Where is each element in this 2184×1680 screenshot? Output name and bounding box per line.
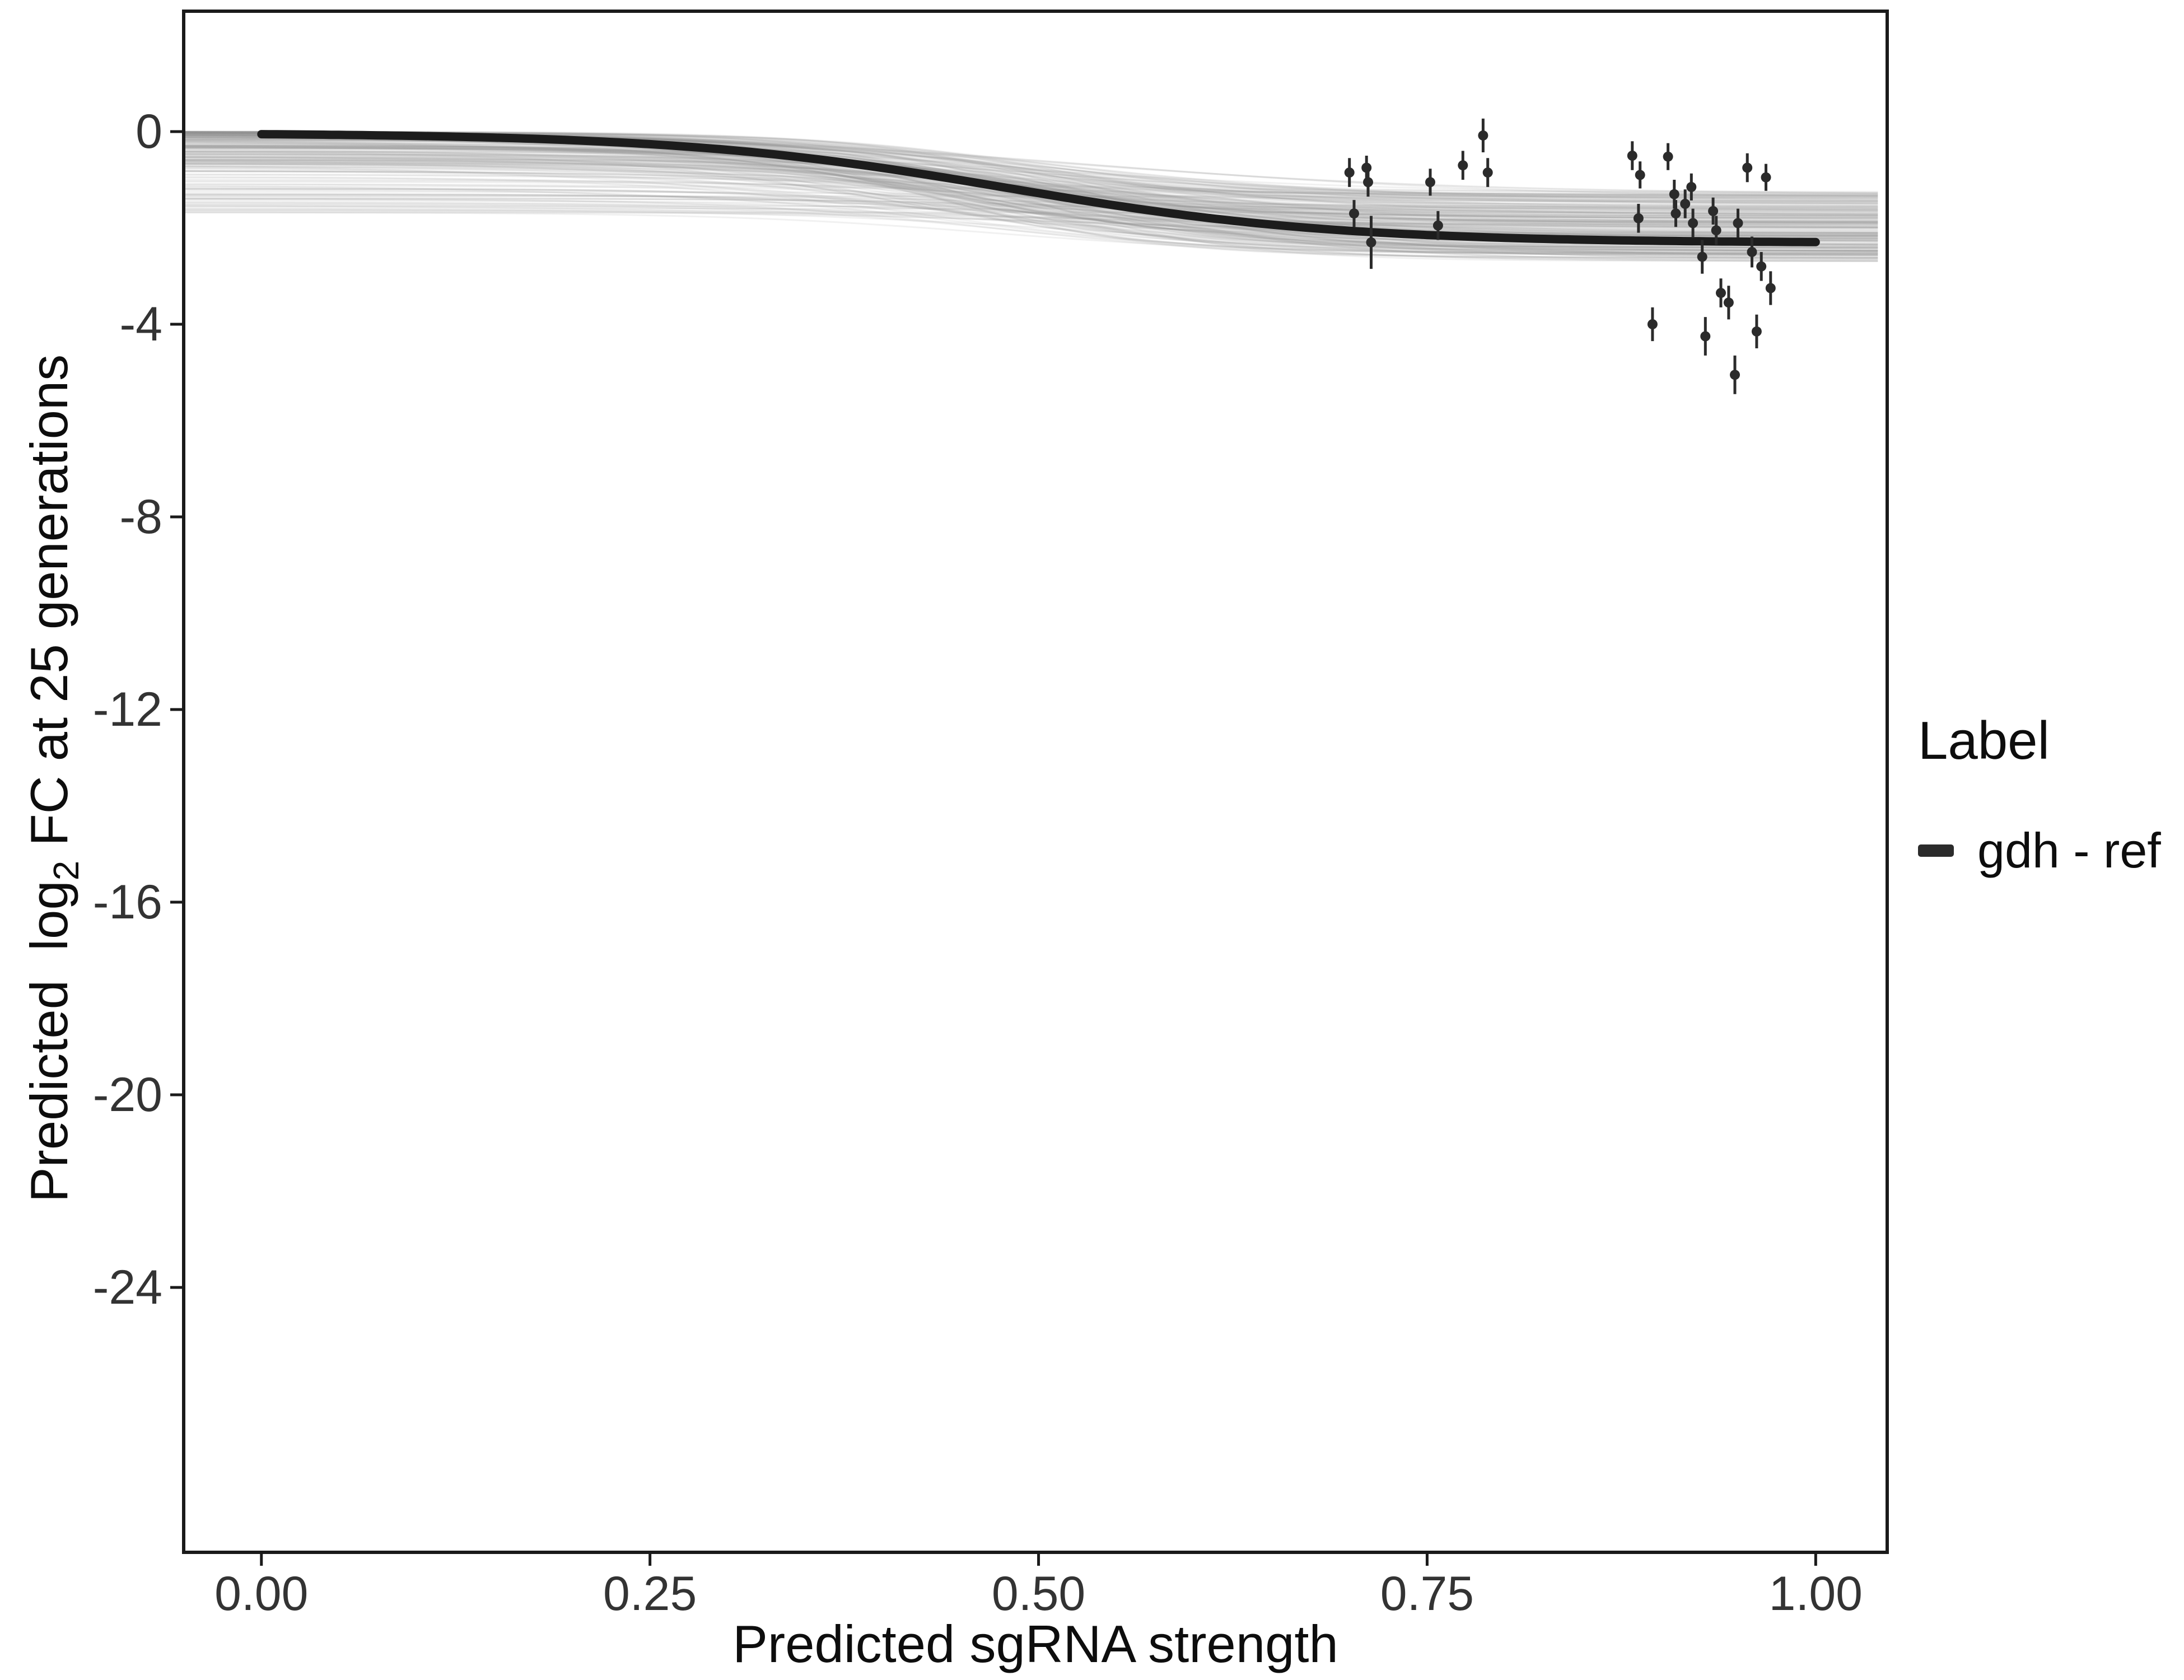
data-point — [1688, 218, 1698, 228]
y-tick-label: -16 — [92, 875, 162, 929]
data-point — [1349, 208, 1359, 219]
data-point — [1742, 162, 1753, 173]
data-point — [1478, 130, 1488, 141]
legend: Label gdh - ref — [1918, 710, 2181, 879]
x-tick-label: 0.75 — [1380, 1567, 1474, 1621]
legend-entry-label: gdh - ref — [1977, 823, 2161, 878]
data-point — [1663, 151, 1673, 162]
data-point — [1635, 170, 1645, 180]
y-tick-label: -8 — [119, 490, 162, 544]
legend-title: Label — [1918, 711, 2050, 771]
x-axis-title: Predicted sgRNA strength — [732, 1614, 1338, 1673]
data-points — [1344, 118, 1776, 394]
data-point — [1697, 251, 1707, 262]
data-point — [1733, 218, 1743, 228]
legend-entry-gdh-ref: gdh - ref — [1918, 822, 2181, 879]
data-point — [1670, 208, 1681, 219]
x-tick-label: 0.25 — [603, 1567, 697, 1621]
data-point — [1482, 167, 1493, 178]
data-point — [1761, 172, 1771, 183]
y-tick-label: -24 — [92, 1261, 162, 1314]
x-tick-label: 0.50 — [991, 1567, 1086, 1621]
y-tick-label: -12 — [92, 683, 162, 736]
data-point — [1711, 225, 1721, 236]
data-point — [1716, 288, 1726, 298]
data-point — [1686, 181, 1697, 192]
data-point — [1708, 206, 1719, 216]
data-point — [1361, 162, 1372, 173]
data-point — [1669, 189, 1679, 199]
data-point — [1366, 237, 1376, 248]
data-point — [1680, 199, 1691, 209]
data-point — [1344, 167, 1355, 178]
data-point — [1633, 213, 1644, 223]
data-point — [1756, 261, 1767, 272]
data-point — [1627, 151, 1637, 161]
data-point — [1425, 177, 1435, 188]
legend-key-swatch — [1918, 844, 1954, 857]
data-point — [1730, 370, 1740, 380]
data-point — [1363, 177, 1373, 188]
data-point — [1765, 283, 1776, 293]
x-tick-label: 0.00 — [214, 1567, 309, 1621]
data-point — [1747, 247, 1757, 257]
y-tick-label: 0 — [136, 105, 162, 158]
data-point — [1723, 297, 1734, 308]
fit-curve — [257, 130, 1820, 246]
x-tick-label: 1.00 — [1768, 1567, 1863, 1621]
data-point — [1647, 319, 1658, 329]
y-tick-label: -20 — [92, 1068, 162, 1122]
data-point — [1700, 331, 1711, 342]
panel-border — [182, 10, 1889, 1554]
y-axis-title-suffix: FC at 25 generations — [20, 354, 78, 861]
data-point — [1432, 220, 1443, 231]
y-tick-label: -4 — [119, 297, 162, 351]
data-point — [1751, 326, 1762, 337]
data-point — [1458, 160, 1468, 171]
